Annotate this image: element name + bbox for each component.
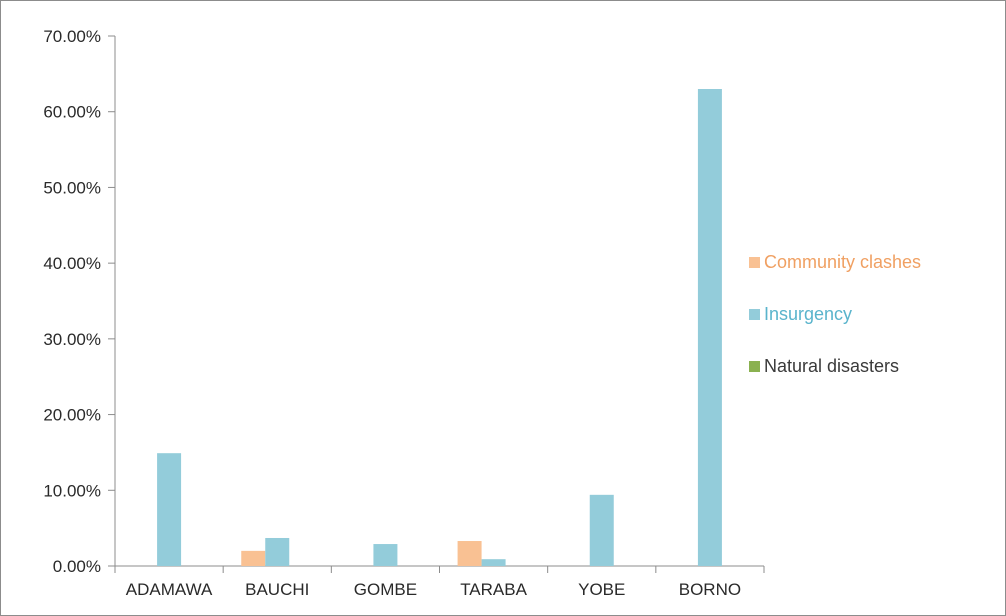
legend-item-natural-disasters: Natural disasters (749, 353, 921, 379)
bar-insurgency-gombe (373, 544, 398, 566)
x-axis: ADAMAWA BAUCHI GOMBE TARABA YOBE BORNO (114, 565, 765, 599)
legend-item-community-clashes: Community clashes (749, 249, 921, 275)
y-tick-label: 30.00% (43, 330, 101, 349)
x-tick-label: ADAMAWA (126, 580, 213, 599)
legend: Community clashes Insurgency Natural disas… (749, 249, 921, 405)
bar-community-clashes-bauchi (241, 550, 266, 566)
y-tick-label: 60.00% (43, 103, 101, 122)
legend-label: Insurgency (764, 303, 853, 324)
y-tick-label: 50.00% (43, 178, 101, 197)
x-tick-label: BAUCHI (245, 580, 309, 599)
x-tick-label: BORNO (679, 580, 741, 599)
legend-label: Natural disasters (764, 355, 900, 376)
legend-swatch (749, 256, 760, 268)
x-tick-label: YOBE (578, 580, 625, 599)
bar-community-clashes-taraba (457, 541, 482, 566)
legend-label: Community clashes (764, 251, 922, 272)
legend-item-insurgency: Insurgency (749, 301, 921, 327)
x-tick-label: TARABA (460, 580, 527, 599)
bar-insurgency-bauchi (265, 537, 290, 566)
y-axis: 0.00% 10.00% 20.00% 30.00% 40.00% 50.00% 60.00… (43, 27, 116, 576)
y-tick-label: 40.00% (43, 254, 101, 273)
x-tick-label: GOMBE (354, 580, 417, 599)
legend-swatch (749, 360, 760, 372)
legend-swatch (749, 308, 760, 320)
y-tick-label: 20.00% (43, 406, 101, 425)
bars (157, 89, 722, 566)
bar-insurgency-borno (697, 89, 722, 566)
y-tick-label: 10.00% (43, 481, 101, 500)
bar-insurgency-taraba (481, 559, 506, 566)
bar-insurgency-yobe (589, 494, 614, 566)
bar-insurgency-adamawa (157, 453, 182, 566)
y-tick-label: 0.00% (53, 557, 101, 576)
y-tick-label: 70.00% (43, 27, 101, 46)
